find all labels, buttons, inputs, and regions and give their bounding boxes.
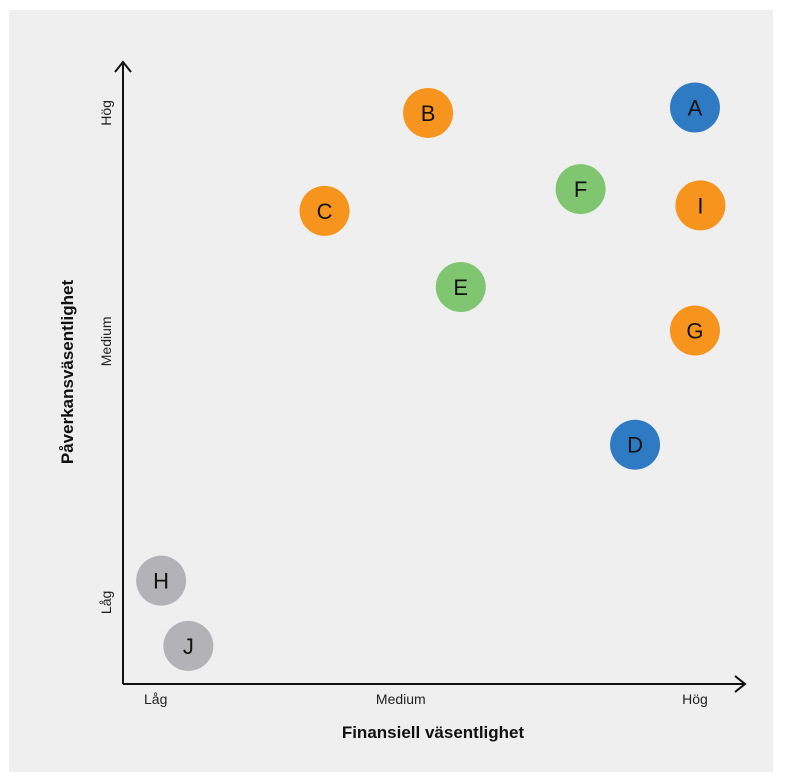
point-label: A (688, 96, 703, 121)
point-label: G (686, 318, 703, 343)
point-marker (555, 164, 606, 215)
point-label: B (421, 101, 436, 126)
point-label: C (317, 199, 333, 224)
point-label: J (183, 634, 194, 659)
axes (114, 60, 747, 693)
point-marker (675, 180, 726, 231)
data-point-j: J (163, 620, 214, 671)
point-label: H (153, 569, 169, 594)
data-point-e: E (435, 261, 486, 312)
data-points: A B C D E F G H I J (136, 82, 726, 671)
y-tick-label: Medium (98, 316, 114, 366)
y-tick-label: Hög (98, 100, 114, 126)
point-marker (610, 419, 661, 470)
point-label: D (627, 433, 643, 458)
point-marker (299, 185, 350, 236)
x-tick-label: Hög (682, 691, 708, 707)
y-tick-label: Låg (98, 591, 114, 614)
point-marker (435, 261, 486, 312)
data-point-b: B (403, 87, 454, 138)
data-point-i: I (675, 180, 726, 231)
point-marker (669, 82, 720, 133)
x-axis-arrow (734, 675, 747, 693)
y-tick-labels: Låg Medium Hög (98, 100, 114, 614)
point-label: F (574, 177, 587, 202)
x-tick-label: Medium (376, 691, 426, 707)
x-axis-title: Finansiell väsentlighet (342, 723, 525, 742)
data-point-h: H (136, 555, 187, 606)
point-marker (669, 305, 720, 356)
point-label: I (697, 193, 703, 218)
chart-panel (9, 10, 773, 772)
x-tick-label: Låg (144, 691, 167, 707)
point-marker (163, 620, 214, 671)
data-point-g: G (669, 305, 720, 356)
y-axis-arrow (114, 60, 132, 73)
y-axis-title: Påverkansväsentlighet (58, 280, 77, 465)
data-point-f: F (555, 164, 606, 215)
x-tick-labels: Låg Medium Hög (144, 691, 708, 707)
data-point-c: C (299, 185, 350, 236)
point-marker (403, 87, 454, 138)
point-label: E (453, 275, 468, 300)
data-point-a: A (669, 82, 720, 133)
data-point-d: D (610, 419, 661, 470)
point-marker (136, 555, 187, 606)
